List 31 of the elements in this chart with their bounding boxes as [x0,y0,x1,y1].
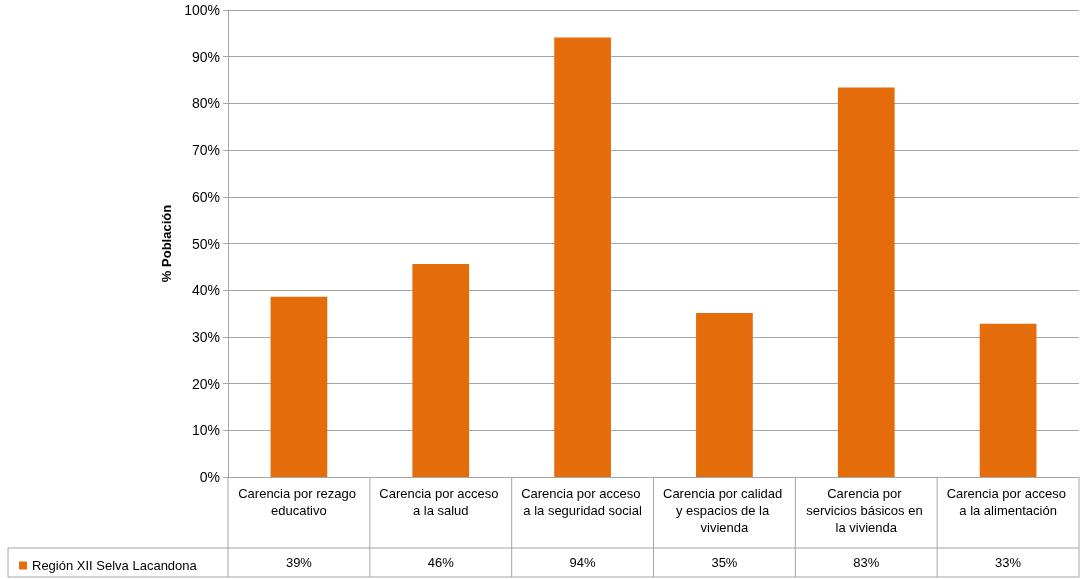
x-tick-label: Carencia por acceso a la salud [379,486,503,518]
y-tick-label: 60% [191,188,220,205]
bar [412,264,470,477]
bar [554,37,611,477]
y-tick-label: 90% [191,48,220,65]
x-tick-label: Carencia por servicios básicos en la vivienda [806,486,927,535]
legend-label: Región XII Selva Lacandona [32,558,198,573]
data-label: 39% [285,555,313,570]
bar [979,323,1037,477]
y-tick-label: 10% [191,422,220,439]
bar [270,296,328,477]
y-tick-label: 0% [199,469,220,485]
data-label: 83% [853,555,880,570]
y-axis-title: % Población [159,204,175,283]
x-tick-label: Carencia por calidad y espacios de la vivienda [662,486,786,535]
data-label: 46% [427,555,455,570]
y-tick-label: 20% [191,375,220,392]
y-tick-label: 70% [191,142,220,159]
x-tick-label: Carencia por acceso a la alimentación [946,486,1070,518]
y-tick-label: 30% [191,328,220,345]
y-tick-label: 50% [191,235,220,252]
data-label: 33% [995,555,1022,570]
y-tick-label: 100% [184,2,220,18]
data-label: 35% [711,555,738,570]
data-label: 94% [569,555,597,570]
y-tick-label: 40% [191,282,220,299]
x-tick-label: Carencia por acceso a la seguridad social [521,486,645,518]
x-tick-label: Carencia por rezago educativo [238,486,360,518]
bar [696,313,753,477]
bar [837,87,895,477]
y-tick-label: 80% [191,95,220,112]
